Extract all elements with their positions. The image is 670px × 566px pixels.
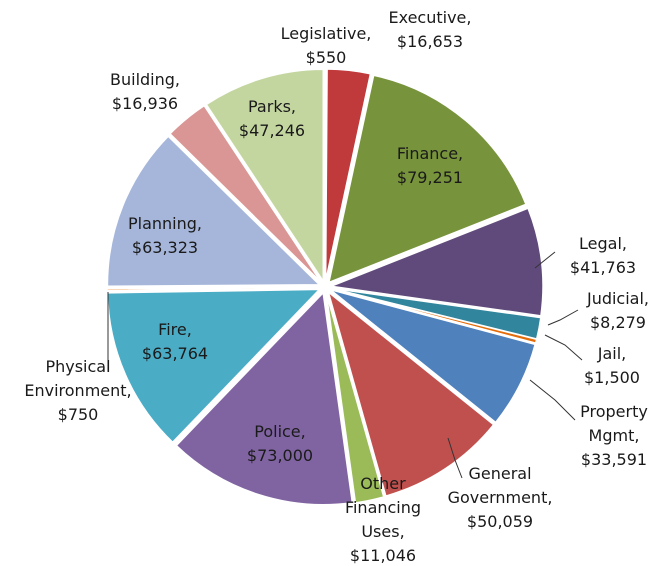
category-label: Judicial, xyxy=(586,289,650,308)
leader-line xyxy=(447,437,463,479)
value-label: $16,653 xyxy=(396,32,464,51)
category-label: Fire, xyxy=(158,320,192,339)
slice-label: Legislative, $550 xyxy=(271,22,381,70)
pie-slice xyxy=(106,135,322,288)
slice-label: Finance, $79,251 xyxy=(360,142,500,190)
pie-slice xyxy=(330,287,538,345)
slice-label: Jail, $1,500 xyxy=(572,342,652,390)
leader-line xyxy=(547,309,579,326)
category-label: Legal, xyxy=(579,234,627,253)
pie-slice xyxy=(106,286,320,292)
value-label: $11,046 xyxy=(349,546,417,565)
category-label: Finance, xyxy=(396,144,464,163)
leader-line xyxy=(544,334,583,361)
value-label: $750 xyxy=(57,405,99,424)
category-label: Executive, xyxy=(388,8,472,27)
slice-label: Physical Environment, $750 xyxy=(13,355,143,427)
slice-label: Legal, $41,763 xyxy=(553,232,653,280)
slice-label: Parks, $47,246 xyxy=(217,95,327,143)
value-label: $50,059 xyxy=(466,512,534,531)
value-label: $73,000 xyxy=(246,446,314,465)
slice-label: Executive, $16,653 xyxy=(375,6,485,54)
value-label: $1,500 xyxy=(584,368,640,387)
slice-label: Other Financing Uses, $11,046 xyxy=(328,472,438,566)
value-label: $47,246 xyxy=(238,121,306,140)
category-label: Legislative, xyxy=(280,24,372,43)
slice-label: Building, $16,936 xyxy=(85,68,205,116)
value-label: $8,279 xyxy=(590,313,646,332)
pie-slice xyxy=(324,68,372,282)
pie-slice xyxy=(328,207,544,317)
value-label: $16,936 xyxy=(111,94,179,113)
leader-line xyxy=(529,379,576,421)
value-label: $33,591 xyxy=(580,450,648,469)
category-label: Property Mgmt, xyxy=(580,402,648,445)
pie-slice xyxy=(168,104,322,283)
category-label: General Government, xyxy=(447,464,553,507)
value-label: $63,764 xyxy=(141,344,209,363)
slice-label: Property Mgmt, $33,591 xyxy=(564,400,664,472)
slice-label: Planning, $63,323 xyxy=(100,212,230,260)
pie-slice xyxy=(325,292,385,504)
pie-slice xyxy=(175,291,354,506)
leader-line xyxy=(534,251,556,269)
category-label: Physical Environment, xyxy=(24,357,132,400)
pie-slice xyxy=(205,68,325,284)
slice-label: General Government, $50,059 xyxy=(430,462,570,534)
pie-slice xyxy=(326,289,495,497)
value-label: $550 xyxy=(305,48,347,67)
value-label: $63,323 xyxy=(131,238,199,257)
category-label: Other Financing Uses, xyxy=(344,474,422,541)
slice-label: Fire, $63,764 xyxy=(110,318,240,366)
category-label: Building, xyxy=(110,70,180,89)
category-label: Police, xyxy=(254,422,306,441)
category-label: Jail, xyxy=(597,344,627,363)
category-label: Planning, xyxy=(127,214,202,233)
pie-slice xyxy=(327,74,527,284)
pie-slice xyxy=(329,288,537,424)
slice-label: Police, $73,000 xyxy=(215,420,345,468)
slice-label: Judicial, $8,279 xyxy=(568,287,668,335)
category-label: Parks, xyxy=(248,97,296,116)
value-label: $79,251 xyxy=(396,168,464,187)
value-label: $41,763 xyxy=(569,258,637,277)
